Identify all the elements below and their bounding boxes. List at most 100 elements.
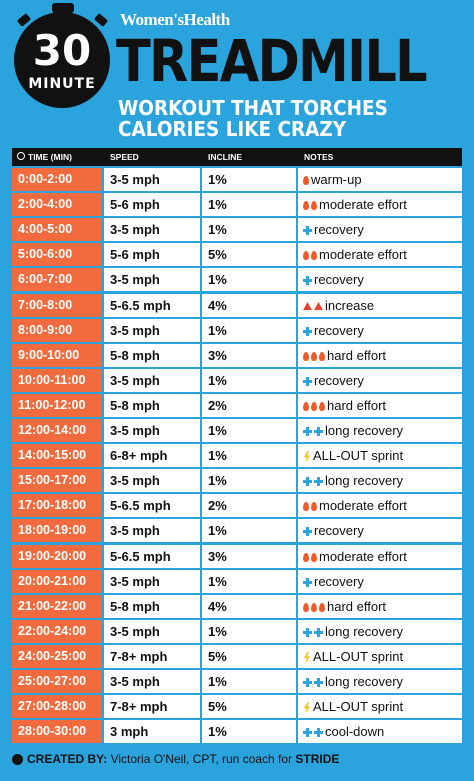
time-cell: 12:00-14:00 xyxy=(12,419,102,442)
time-cell: 2:00-4:00 xyxy=(12,193,102,217)
note-icon xyxy=(314,627,323,637)
time-cell: 20:00-21:00 xyxy=(12,569,102,593)
note-text: recovery xyxy=(314,322,364,338)
column-header: SPEED xyxy=(110,152,139,162)
speed-cell: 3-5 mph xyxy=(104,168,200,191)
note-icon xyxy=(303,728,312,738)
table-row: 10:00-11:00 3-5 mph 1% recovery xyxy=(12,368,462,392)
note-text: ALL-OUT sprint xyxy=(313,648,404,664)
table-row: 15:00-17:00 3-5 mph 1% long recovery xyxy=(12,469,462,493)
incline-cell: 2% xyxy=(202,494,296,518)
clock-icon xyxy=(17,152,25,160)
notes-cell: recovery xyxy=(298,368,462,392)
note-icon xyxy=(303,627,312,637)
footer-brand: STRIDE xyxy=(295,752,340,766)
time-cell: 21:00-22:00 xyxy=(12,594,102,618)
note-icon xyxy=(303,276,312,286)
time-cell: 14:00-15:00 xyxy=(12,444,102,468)
incline-cell: 1% xyxy=(202,444,296,468)
notes-cell: hard effort xyxy=(298,343,462,367)
speed-cell: 3-5 mph xyxy=(104,419,200,442)
time-cell: 7:00-8:00 xyxy=(12,293,102,317)
brand: Women'sHealth xyxy=(120,10,230,29)
time-cell: 18:00-19:00 xyxy=(12,519,102,543)
incline-cell: 1% xyxy=(202,670,296,693)
table-row: 2:00-4:00 5-6 mph 1% moderate effort xyxy=(12,193,462,217)
incline-cell: 1% xyxy=(202,469,296,493)
table-row: 9:00-10:00 5-8 mph 3% hard effort xyxy=(12,343,462,367)
speed-cell: 3-5 mph xyxy=(104,519,200,543)
note-text: cool-down xyxy=(325,724,385,740)
table-row: 28:00-30:00 3 mph 1% cool-down xyxy=(12,720,462,744)
note-icon xyxy=(303,678,312,688)
time-cell: 25:00-27:00 xyxy=(12,670,102,693)
incline-cell: 1% xyxy=(202,569,296,593)
table-row: 11:00-12:00 5-8 mph 2% hard effort xyxy=(12,393,462,417)
table-row: 25:00-27:00 3-5 mph 1% long recovery xyxy=(12,670,462,693)
note-icon xyxy=(311,602,317,612)
footer-text: Victoria O'Neil, CPT, run coach for xyxy=(110,752,293,766)
speed-cell: 5-6 mph xyxy=(104,243,200,267)
time-cell: 5:00-6:00 xyxy=(12,243,102,267)
time-cell: 17:00-18:00 xyxy=(12,494,102,518)
table-row: 8:00-9:00 3-5 mph 1% recovery xyxy=(12,318,462,342)
note-text: moderate effort xyxy=(319,498,407,514)
stopwatch-badge xyxy=(14,12,110,108)
note-text: ALL-OUT sprint xyxy=(313,448,404,464)
speed-cell: 3 mph xyxy=(104,720,200,744)
note-text: recovery xyxy=(314,272,364,288)
time-cell: 4:00-5:00 xyxy=(12,218,102,242)
speed-cell: 5-8 mph xyxy=(104,393,200,417)
speed-cell: 5-8 mph xyxy=(104,594,200,618)
table-row: 22:00-24:00 3-5 mph 1% long recovery xyxy=(12,619,462,643)
speed-cell: 5-6.5 mph xyxy=(104,494,200,518)
notes-cell: moderate effort xyxy=(298,243,462,267)
note-icon xyxy=(303,201,309,211)
note-text: recovery xyxy=(314,222,364,238)
notes-cell: increase xyxy=(298,293,462,317)
time-cell: 11:00-12:00 xyxy=(12,393,102,417)
note-icon xyxy=(303,401,309,411)
table-row: 14:00-15:00 6-8+ mph 1% ALL-OUT sprint xyxy=(12,444,462,468)
title: TREADMILL xyxy=(116,27,428,95)
table-row: 27:00-28:00 7-8+ mph 5% ALL-OUT sprint xyxy=(12,695,462,719)
notes-cell: moderate effort xyxy=(298,193,462,217)
footer: CREATED BY: Victoria O'Neil, CPT, run co… xyxy=(12,750,339,768)
badge-label: MINUTE xyxy=(28,76,96,92)
note-text: recovery xyxy=(314,372,364,388)
incline-cell: 1% xyxy=(202,318,296,342)
table-row: 4:00-5:00 3-5 mph 1% recovery xyxy=(12,218,462,242)
incline-cell: 5% xyxy=(202,243,296,267)
badge-number: 30 xyxy=(32,26,92,75)
note-icon xyxy=(311,251,317,261)
notes-cell: recovery xyxy=(298,318,462,342)
table-row: 6:00-7:00 3-5 mph 1% recovery xyxy=(12,268,462,292)
subtitle: CALORIES LIKE CRAZY xyxy=(118,117,347,141)
table-row: 12:00-14:00 3-5 mph 1% long recovery xyxy=(12,419,462,442)
note-icon xyxy=(303,427,312,437)
note-text: hard effort xyxy=(327,347,387,363)
note-icon xyxy=(319,602,325,612)
note-icon xyxy=(314,678,323,688)
time-cell: 8:00-9:00 xyxy=(12,318,102,342)
note-icon xyxy=(319,351,325,361)
incline-cell: 1% xyxy=(202,193,296,217)
time-cell: 28:00-30:00 xyxy=(12,720,102,744)
speed-cell: 3-5 mph xyxy=(104,218,200,242)
incline-cell: 1% xyxy=(202,419,296,442)
note-icon xyxy=(303,176,309,186)
time-cell: 24:00-25:00 xyxy=(12,644,102,668)
speed-cell: 3-5 mph xyxy=(104,268,200,292)
speed-cell: 5-8 mph xyxy=(104,343,200,367)
table-row: 5:00-6:00 5-6 mph 5% moderate effort xyxy=(12,243,462,267)
time-cell: 19:00-20:00 xyxy=(12,544,102,568)
stopwatch-knob xyxy=(52,3,74,13)
note-icon xyxy=(303,651,311,664)
time-cell: 9:00-10:00 xyxy=(12,343,102,367)
column-header: INCLINE xyxy=(208,152,242,162)
note-text: warm-up xyxy=(311,172,362,187)
footer-label: CREATED BY: xyxy=(27,752,108,766)
note-icon xyxy=(319,401,325,411)
note-icon xyxy=(303,351,309,361)
